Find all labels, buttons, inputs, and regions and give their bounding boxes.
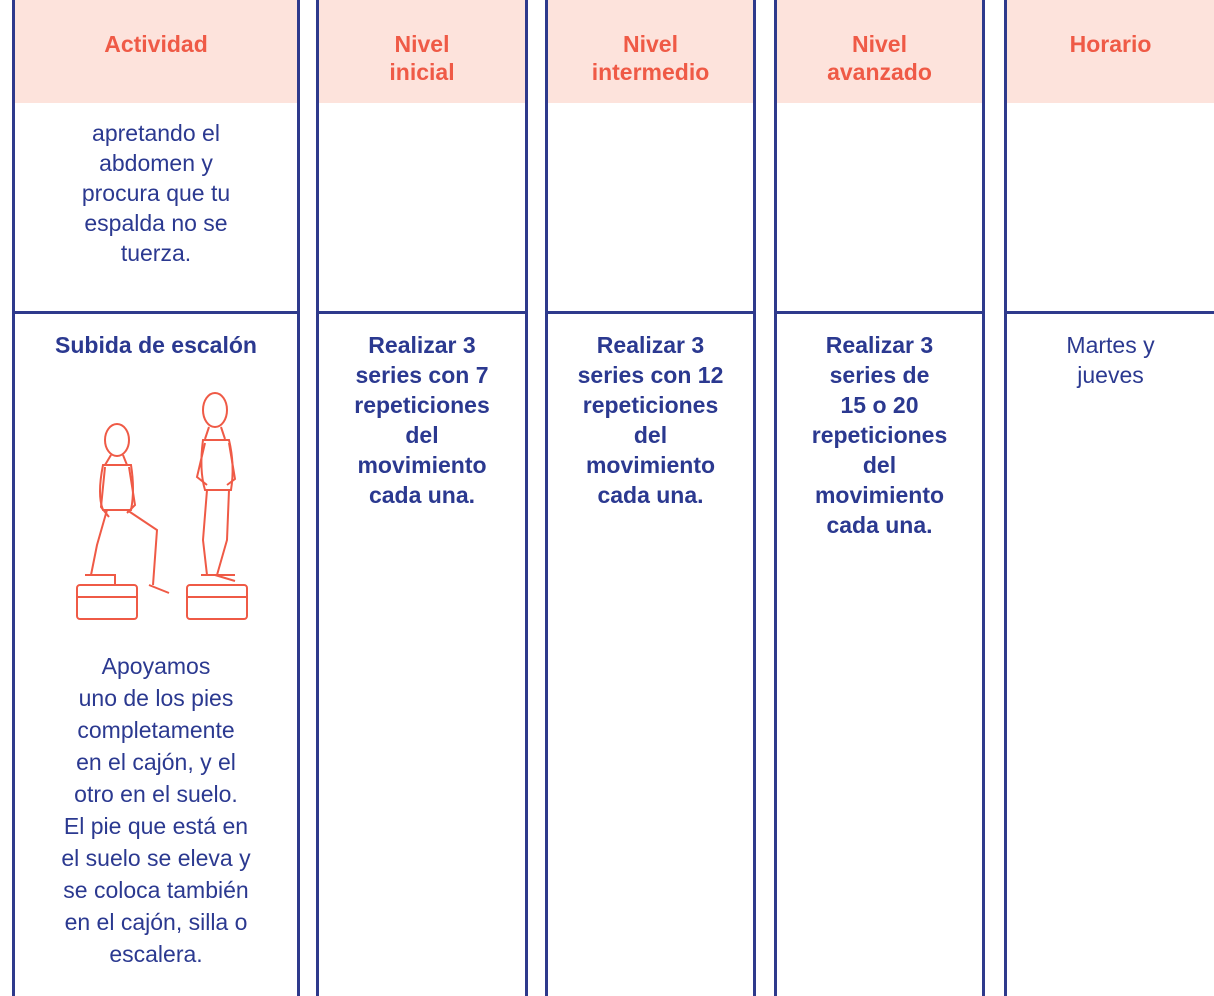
row-divider <box>1007 311 1214 314</box>
column-inicial: Nivel inicial Realizar 3 series con 7 re… <box>316 0 528 996</box>
cell-text: Realizar 3 series con 12 repeticiones de… <box>577 332 724 508</box>
header-cell <box>15 0 297 103</box>
column-actividad: Actividad apretando el abdomen y procura… <box>12 0 300 996</box>
column-intermedio: Nivel intermedio Realizar 3 series con 1… <box>545 0 756 996</box>
illustration <box>76 392 248 620</box>
header-text: Nivel avanzado <box>827 31 932 85</box>
activity-description: Apoyamos uno de los pies completamente e… <box>61 653 251 967</box>
row-divider <box>548 311 753 314</box>
header-cell <box>319 0 525 103</box>
header-text: Horario <box>1069 31 1152 57</box>
activity-name: Subida de escalón <box>55 332 257 358</box>
row-divider <box>15 311 297 314</box>
header-text: Actividad <box>104 31 208 57</box>
row-divider <box>319 311 525 314</box>
row-divider <box>777 311 982 314</box>
cell-text: Realizar 3 series de 15 o 20 repeticione… <box>811 332 948 538</box>
cell-text: Martes y jueves <box>1066 332 1155 388</box>
cell-text: apretando el abdomen y procura que tu es… <box>81 120 231 266</box>
header-text: Nivel intermedio <box>591 31 710 85</box>
header-cell <box>548 0 753 103</box>
header-cell <box>1007 0 1214 103</box>
column-avanzado: Nivel avanzado Realizar 3 series de 15 o… <box>774 0 985 996</box>
cell-text: Realizar 3 series con 7 repeticiones del… <box>354 332 490 508</box>
header-text: Nivel inicial <box>389 31 455 85</box>
column-horario: Horario Martes y jueves <box>1004 0 1214 996</box>
header-cell <box>777 0 982 103</box>
